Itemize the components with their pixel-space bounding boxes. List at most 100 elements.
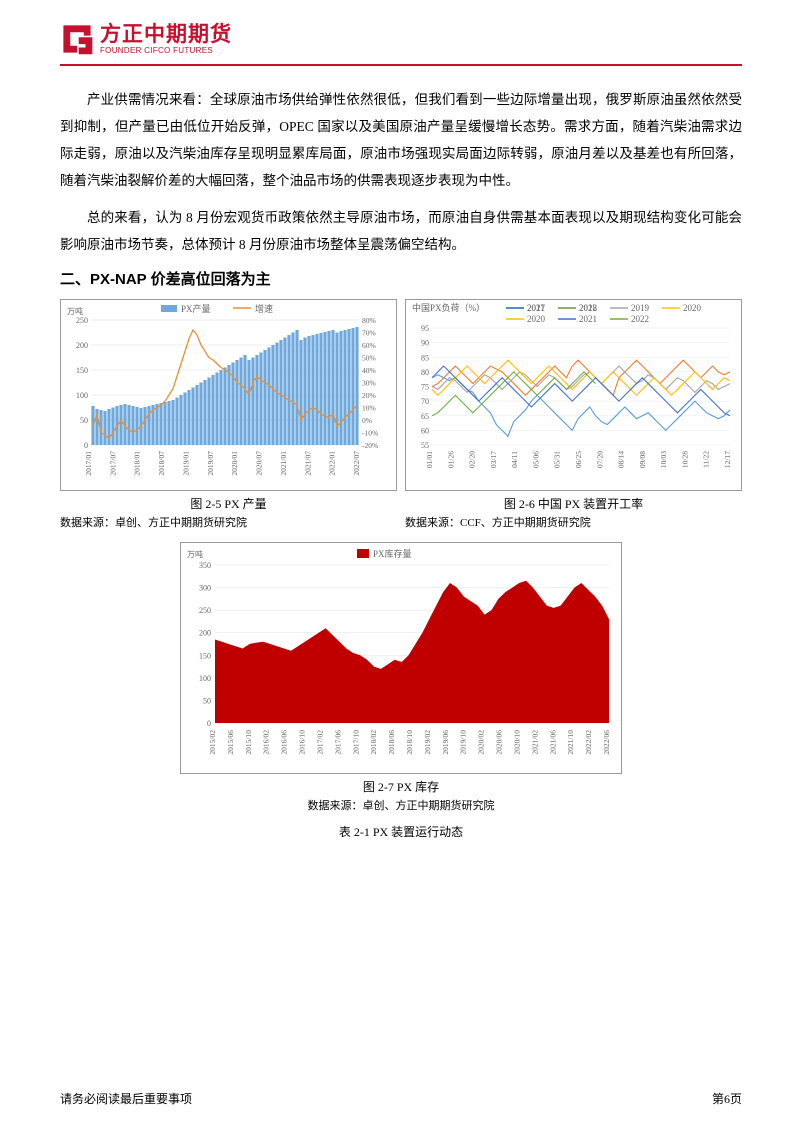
svg-text:50%: 50% [362,354,376,363]
svg-text:100: 100 [76,391,88,400]
svg-text:04/11: 04/11 [510,451,519,468]
svg-text:2022/07: 2022/07 [352,451,361,476]
page-content: 产业供需情况来看：全球原油市场供给弹性依然很低，但我们看到一些边际增量出现，俄罗… [0,66,802,840]
svg-text:2019/07: 2019/07 [206,451,215,476]
svg-text:2015/02: 2015/02 [208,730,217,755]
svg-text:03/17: 03/17 [489,451,498,468]
svg-text:02/20: 02/20 [468,451,477,468]
svg-text:150: 150 [199,651,211,660]
svg-text:350: 350 [199,561,211,570]
page-header: 方正中期期货 FOUNDER CIFCO FUTURES [0,0,802,56]
logo-mark-icon [60,22,94,56]
svg-text:PX产量: PX产量 [181,303,211,314]
svg-text:40%: 40% [362,366,376,375]
svg-text:2022/06: 2022/06 [602,730,611,755]
svg-text:60%: 60% [362,341,376,350]
svg-text:2016/06: 2016/06 [280,730,289,755]
svg-text:2017/01: 2017/01 [84,451,93,476]
chart-27: PX库存量万吨0501001502002503003502015/022015/… [180,542,622,774]
svg-text:2020: 2020 [527,314,546,324]
svg-text:01/26: 01/26 [446,451,455,468]
svg-text:增速: 增速 [255,303,273,314]
svg-text:2019/01: 2019/01 [181,451,190,476]
svg-text:01/01: 01/01 [425,451,434,468]
svg-text:2020/10: 2020/10 [512,730,521,755]
svg-text:万吨: 万吨 [187,549,203,559]
svg-text:2022/01: 2022/01 [328,451,337,476]
svg-text:2020/06: 2020/06 [495,730,504,755]
svg-text:2018/02: 2018/02 [369,730,378,755]
svg-text:-10%: -10% [362,429,378,438]
svg-text:2016/02: 2016/02 [262,730,271,755]
svg-text:2019/10: 2019/10 [459,730,468,755]
chart-27-wrap: PX库存量万吨0501001502002503003502015/022015/… [60,542,742,840]
svg-text:0%: 0% [362,416,372,425]
svg-text:05/06: 05/06 [531,451,540,468]
svg-text:06/25: 06/25 [574,451,583,468]
svg-text:12/17: 12/17 [723,451,732,468]
svg-text:08/14: 08/14 [617,451,626,468]
chart-27-caption: 图 2-7 PX 库存 [363,778,439,795]
svg-text:2017/07: 2017/07 [108,451,117,476]
svg-text:150: 150 [76,366,88,375]
svg-text:50: 50 [203,696,211,705]
svg-text:2016/10: 2016/10 [298,730,307,755]
svg-text:10%: 10% [362,404,376,413]
svg-text:10/03: 10/03 [659,451,668,468]
svg-text:2021: 2021 [527,303,545,313]
svg-text:200: 200 [199,629,211,638]
paragraph-2: 总的来看，认为 8 月份宏观货币政策依然主导原油市场，而原油自身供需基本面表现以… [60,204,742,258]
svg-text:2020/07: 2020/07 [255,451,264,476]
svg-text:90: 90 [421,339,429,348]
svg-text:2017/06: 2017/06 [333,730,342,755]
paragraph-1: 产业供需情况来看：全球原油市场供给弹性依然很低，但我们看到一些边际增量出现，俄罗… [60,86,742,194]
svg-text:10/28: 10/28 [680,451,689,468]
svg-text:50: 50 [80,416,88,425]
svg-text:2018/06: 2018/06 [387,730,396,755]
chart-25-caption: 图 2-5 PX 产量 [60,495,397,512]
svg-text:85: 85 [421,353,429,362]
svg-text:2021/10: 2021/10 [566,730,575,755]
svg-text:2022/02: 2022/02 [584,730,593,755]
chart-26: 中国PX负荷（%）2017201820192020202120222020202… [405,299,742,491]
svg-text:30%: 30% [362,379,376,388]
svg-text:中国PX负荷（%）: 中国PX负荷（%） [412,302,485,313]
svg-text:万吨: 万吨 [67,306,83,316]
svg-text:2019: 2019 [631,303,650,313]
svg-text:2021/01: 2021/01 [279,451,288,476]
svg-text:0: 0 [84,441,88,450]
svg-text:55: 55 [421,441,429,450]
table-21-caption: 表 2-1 PX 装置运行动态 [339,823,463,840]
section-heading: 二、PX-NAP 价差高位回落为主 [60,268,742,289]
svg-text:300: 300 [199,584,211,593]
chart-25-source: 数据来源：卓创、方正中期期货研究院 [60,514,397,530]
logo-cn: 方正中期期货 [100,24,232,45]
svg-text:80%: 80% [362,316,376,325]
svg-text:250: 250 [199,606,211,615]
page-footer: 请务必阅读最后重要事项 第6页 [60,1090,742,1107]
svg-text:2021/02: 2021/02 [530,730,539,755]
svg-text:09/08: 09/08 [638,451,647,468]
svg-text:2015/10: 2015/10 [244,730,253,755]
chart-27-source: 数据来源：卓创、方正中期期货研究院 [308,797,495,813]
logo-en: FOUNDER CIFCO FUTURES [100,47,232,55]
svg-text:70%: 70% [362,329,376,338]
svg-text:80: 80 [421,368,429,377]
svg-text:95: 95 [421,324,429,333]
chart-row-top: PX产量增速万吨050100150200250-20%-10%0%10%20%3… [60,299,742,536]
svg-text:2015/06: 2015/06 [226,730,235,755]
svg-text:75: 75 [421,383,429,392]
svg-text:2018/07: 2018/07 [157,451,166,476]
svg-text:65: 65 [421,412,429,421]
chart-25-col: PX产量增速万吨050100150200250-20%-10%0%10%20%3… [60,299,397,536]
svg-text:2017/10: 2017/10 [351,730,360,755]
svg-text:PX库存量: PX库存量 [373,548,412,559]
svg-text:200: 200 [76,341,88,350]
company-logo: 方正中期期货 FOUNDER CIFCO FUTURES [60,22,232,56]
svg-text:2020/01: 2020/01 [230,451,239,476]
svg-text:07/20: 07/20 [595,451,604,468]
footer-left: 请务必阅读最后重要事项 [60,1090,192,1107]
svg-text:60: 60 [421,426,429,435]
svg-text:70: 70 [421,397,429,406]
svg-text:2017/02: 2017/02 [315,730,324,755]
